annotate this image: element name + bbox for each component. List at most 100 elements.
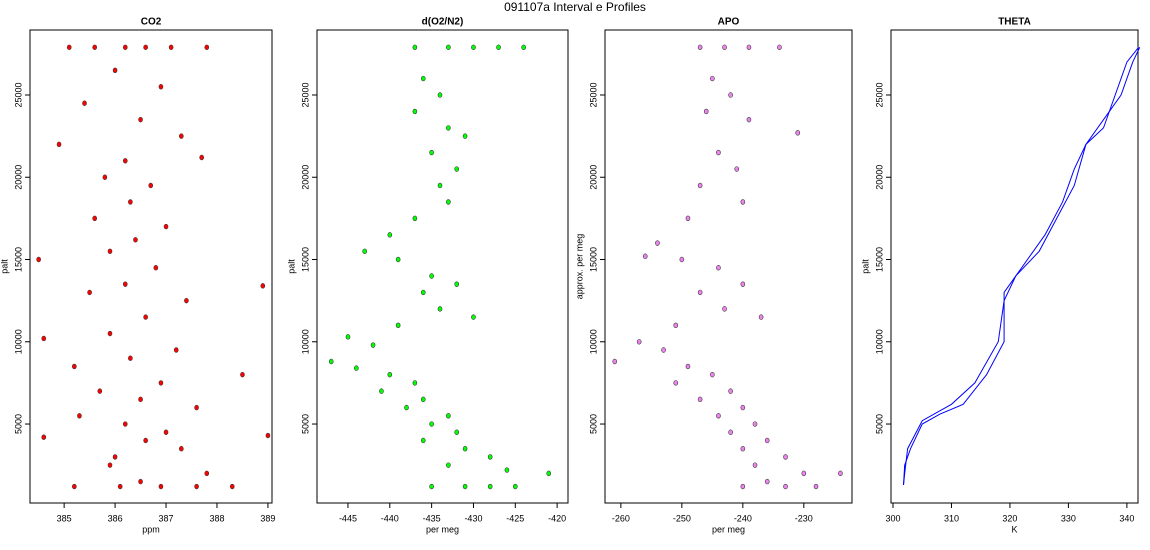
data-point bbox=[697, 396, 703, 403]
data-point bbox=[229, 483, 235, 490]
data-point bbox=[153, 265, 159, 271]
data-point bbox=[328, 358, 334, 365]
data-point bbox=[404, 404, 409, 411]
data-point bbox=[487, 454, 493, 460]
plot-frame bbox=[890, 29, 1139, 504]
data-point bbox=[740, 446, 746, 452]
y-tick-label: 10000 bbox=[588, 329, 598, 354]
data-point bbox=[752, 421, 758, 427]
data-point bbox=[801, 470, 807, 477]
y-tick-label: 20000 bbox=[300, 165, 310, 190]
y-tick-label: 5000 bbox=[300, 414, 310, 434]
x-tick-label: -230 bbox=[795, 513, 813, 523]
data-point bbox=[395, 322, 401, 329]
data-point bbox=[496, 44, 501, 50]
data-point bbox=[636, 339, 642, 345]
x-tick-label: 310 bbox=[944, 513, 959, 523]
data-point bbox=[728, 429, 733, 435]
data-point bbox=[97, 388, 103, 394]
data-point bbox=[420, 289, 426, 296]
panel-title: APO bbox=[718, 17, 740, 28]
x-tick-label: 387 bbox=[159, 513, 174, 523]
data-point bbox=[41, 335, 47, 342]
data-point bbox=[642, 253, 648, 259]
x-tick-label: -240 bbox=[734, 513, 752, 523]
data-point bbox=[66, 44, 72, 50]
data-point bbox=[138, 116, 143, 123]
data-point bbox=[122, 44, 128, 50]
data-point bbox=[471, 314, 476, 320]
data-point bbox=[777, 44, 782, 50]
panel-title: CO2 bbox=[141, 17, 162, 28]
data-point bbox=[462, 483, 468, 490]
y-axis-label: palt bbox=[860, 259, 870, 274]
data-point bbox=[112, 454, 118, 460]
data-point bbox=[395, 256, 401, 263]
x-tick-label: -420 bbox=[548, 513, 566, 523]
data-point bbox=[56, 141, 62, 148]
data-point bbox=[673, 322, 679, 329]
data-point bbox=[122, 421, 128, 427]
data-point bbox=[746, 44, 752, 50]
x-tick-label: -445 bbox=[339, 513, 357, 523]
data-point bbox=[82, 100, 87, 106]
data-point bbox=[437, 306, 443, 312]
x-tick-label: 300 bbox=[885, 513, 900, 523]
x-axis-label: ppm bbox=[142, 524, 160, 534]
data-point bbox=[454, 166, 460, 172]
x-tick-label: 330 bbox=[1061, 513, 1076, 523]
x-tick-label: -425 bbox=[506, 513, 524, 523]
data-point bbox=[487, 483, 493, 490]
data-point bbox=[77, 413, 82, 419]
y-tick-label: 25000 bbox=[588, 82, 598, 107]
y-tick-label: 20000 bbox=[874, 165, 884, 190]
x-axis-label: per meg bbox=[426, 524, 459, 534]
data-point bbox=[446, 44, 451, 50]
profile-line bbox=[903, 46, 1139, 485]
data-point bbox=[685, 363, 691, 370]
data-point bbox=[370, 342, 376, 348]
data-point bbox=[740, 281, 746, 287]
data-point bbox=[758, 314, 764, 320]
data-point bbox=[728, 92, 733, 98]
x-tick-label: 320 bbox=[1002, 513, 1017, 523]
data-point bbox=[764, 437, 770, 444]
data-point bbox=[163, 223, 169, 230]
data-point bbox=[446, 462, 451, 468]
y-tick-label: 25000 bbox=[300, 82, 310, 107]
data-point bbox=[163, 429, 169, 435]
y-tick-label: 20000 bbox=[588, 165, 598, 190]
y-tick-label: 5000 bbox=[588, 414, 598, 434]
plot-frame bbox=[604, 29, 853, 504]
data-point bbox=[158, 84, 164, 90]
plot-frame bbox=[316, 29, 569, 504]
y-tick-label: 15000 bbox=[300, 247, 310, 272]
y-tick-label: 10000 bbox=[874, 329, 884, 354]
data-point bbox=[345, 334, 351, 340]
y-axis-label: palt bbox=[0, 259, 9, 274]
figure-title: 091107a Interval e Profiles bbox=[504, 0, 646, 14]
data-point bbox=[260, 283, 266, 289]
profile-line bbox=[903, 47, 1141, 485]
data-point bbox=[710, 371, 715, 378]
data-point bbox=[429, 483, 434, 490]
y-axis-label: palt bbox=[286, 259, 296, 274]
data-point bbox=[112, 67, 118, 74]
data-point bbox=[740, 199, 746, 205]
data-point bbox=[740, 404, 746, 411]
y-axis-label: approx. per meg bbox=[574, 234, 584, 300]
data-point bbox=[168, 44, 174, 50]
y-tick-label: 25000 bbox=[874, 82, 884, 107]
data-point bbox=[710, 75, 715, 82]
plot-frame bbox=[29, 29, 273, 504]
data-point bbox=[138, 396, 143, 403]
data-point bbox=[138, 478, 143, 485]
data-point bbox=[783, 454, 788, 460]
x-tick-label: 386 bbox=[108, 513, 123, 523]
x-tick-label: -440 bbox=[381, 513, 399, 523]
data-point bbox=[546, 470, 552, 477]
data-point bbox=[420, 437, 426, 444]
data-point bbox=[746, 116, 752, 123]
data-point bbox=[661, 347, 666, 353]
